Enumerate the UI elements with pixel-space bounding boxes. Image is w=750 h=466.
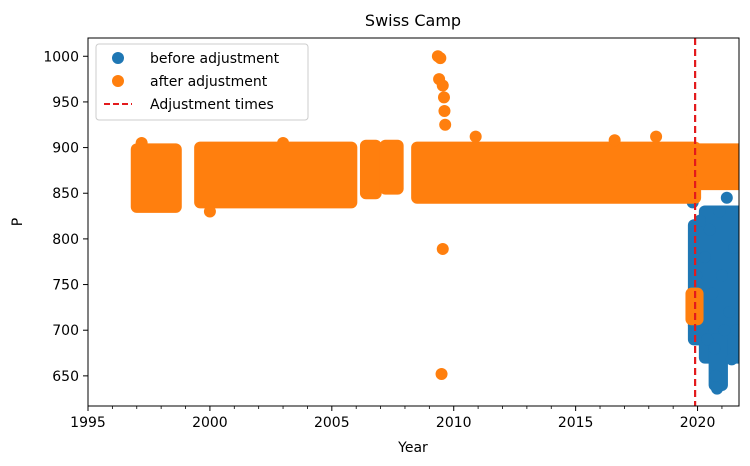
series-0-point-10: [709, 369, 722, 382]
legend-label-0: before adjustment: [150, 51, 280, 67]
series-1-point-14: [650, 130, 663, 143]
y-tick-label-0: 650: [52, 369, 79, 385]
legend-marker-1: [112, 75, 124, 87]
series-0-point-17: [725, 353, 738, 366]
y-tick-label-6: 950: [52, 95, 79, 111]
plot-area: [130, 38, 739, 406]
plot-frame: [87, 37, 740, 407]
y-tick-label-7: 1000: [43, 49, 79, 65]
series-0-point-7: [703, 223, 716, 236]
y-tick-label-5: 900: [52, 141, 79, 157]
series-1-band-3: [379, 139, 404, 195]
series-1-point-7: [436, 242, 449, 255]
series-1: [130, 50, 739, 381]
x-tick-label-1: 2000: [192, 415, 228, 431]
y-tick-label-3: 800: [52, 232, 79, 248]
y-tick-label-1: 700: [52, 323, 79, 339]
series-0-point-12: [713, 205, 726, 218]
legend-box: [95, 43, 309, 121]
series-0-point-3: [693, 214, 706, 227]
series-1-point-11: [277, 137, 290, 150]
x-tick-label-5: 2020: [680, 415, 716, 431]
series-0-point-2: [690, 269, 703, 282]
series-1-point-8: [435, 368, 448, 381]
series-0-point-9: [708, 342, 721, 355]
series-0-point-6: [701, 333, 714, 346]
x-tick-label-3: 2010: [436, 415, 472, 431]
series-1-point-6: [439, 118, 452, 131]
series-0-point-14: [718, 324, 731, 337]
series-0-point-4: [696, 324, 709, 337]
series-1-band-5: [691, 143, 739, 191]
series-0-point-18: [728, 242, 739, 255]
series-0-point-5: [698, 251, 711, 264]
series-1-point-10: [203, 205, 216, 218]
series-0-point-15: [720, 191, 733, 204]
series-0-point-19: [730, 324, 739, 337]
y-axis-label: P: [10, 218, 26, 226]
chart-title: Swiss Camp: [365, 11, 461, 30]
series-0-point-13: [715, 269, 728, 282]
series-1-point-9: [135, 137, 148, 150]
axes: 1995 2000 2005 2010 2015 2020 650 700 750 800 850 9…: [43, 37, 740, 431]
legend-label-1: after adjustment: [150, 74, 268, 90]
legend-label-2: Adjustment times: [150, 97, 274, 113]
x-tick-label-4: 2015: [558, 415, 594, 431]
series-1-point-3: [436, 79, 449, 92]
series-0-point-8: [706, 287, 719, 300]
series-1-band-1: [194, 141, 358, 209]
series-1-point-1: [434, 52, 447, 65]
y-tick-label-4: 850: [52, 186, 79, 202]
x-axis-label: Year: [397, 440, 428, 456]
series-1-band-0: [130, 143, 182, 213]
x-tick-label-0: 1995: [70, 415, 106, 431]
series-1-band-2: [359, 139, 382, 200]
series-1-point-4: [437, 91, 450, 104]
series-0-point-11: [711, 382, 724, 395]
series-1-point-12: [469, 130, 482, 143]
y-tick-label-2: 750: [52, 278, 79, 294]
series-1-point-5: [438, 105, 451, 118]
series-1-point-13: [608, 134, 621, 147]
series-0-point-16: [723, 305, 736, 318]
x-tick-label-2: 2005: [314, 415, 350, 431]
legend: before adjustment after adjustment Adjustm…: [95, 43, 309, 121]
series-1-point-17: [686, 168, 699, 181]
series-1-band-4: [411, 141, 702, 204]
legend-marker-0: [112, 52, 124, 64]
